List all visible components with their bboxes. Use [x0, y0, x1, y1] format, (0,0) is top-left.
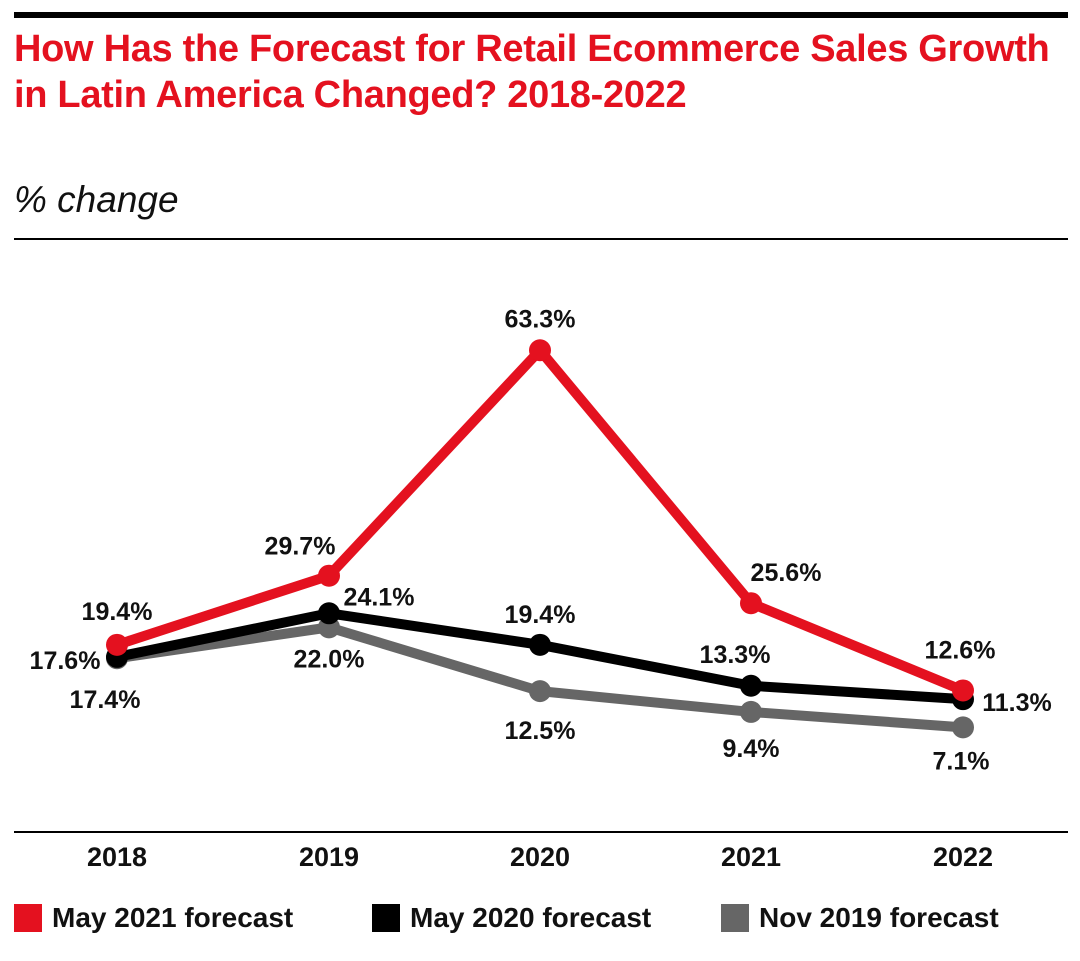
x-tick-label-2018: 2018 [87, 842, 147, 872]
data-label-may-2021-forecast-2019: 29.7% [265, 533, 336, 561]
legend-label-may-2021: May 2021 forecast [52, 902, 294, 933]
point-nov-2019-forecast-2022 [952, 716, 974, 739]
data-label-may-2021-forecast-2022: 12.6% [925, 636, 996, 664]
data-label-may-2020-forecast-2019: 24.1% [344, 583, 415, 611]
data-label-may-2021-forecast-2021: 25.6% [751, 559, 822, 587]
point-nov-2019-forecast-2021 [740, 700, 762, 723]
line-chart: 2018 2019 2020 2021 2022 17.4% 22.0% 12.5% 9.4% 7… [14, 305, 1068, 872]
point-may-2021-forecast-2019 [318, 564, 340, 587]
data-label-may-2020-forecast-2021: 13.3% [700, 641, 771, 669]
legend-item-nov-2019: Nov 2019 forecast [721, 896, 999, 940]
chart-title: How Has the Forecast for Retail Ecommerc… [14, 28, 1050, 116]
x-tick-label-2022: 2022 [933, 842, 993, 872]
legend-swatch-nov-2019 [721, 904, 749, 932]
point-may-2020-forecast-2019 [318, 602, 340, 625]
legend-item-may-2020: May 2020 forecast [372, 896, 651, 940]
legend: May 2021 forecast May 2020 forecast Nov … [14, 896, 1068, 940]
subtitle-rule [14, 238, 1068, 240]
point-may-2021-forecast-2021 [740, 592, 762, 615]
data-label-may-2021-forecast-2018: 19.4% [82, 598, 153, 626]
legend-label-nov-2019: Nov 2019 forecast [759, 902, 999, 933]
legend-label-may-2020: May 2020 forecast [410, 902, 652, 933]
data-label-nov-2019-forecast-2021: 9.4% [723, 735, 780, 763]
data-label-may-2021-forecast-2020: 63.3% [505, 305, 576, 333]
point-may-2020-forecast-2021 [740, 674, 762, 697]
point-nov-2019-forecast-2020 [529, 680, 551, 703]
data-label-nov-2019-forecast-2020: 12.5% [505, 717, 576, 745]
point-may-2021-forecast-2018 [106, 633, 128, 656]
point-may-2020-forecast-2020 [529, 633, 551, 656]
data-label-nov-2019-forecast-2019: 22.0% [294, 645, 365, 673]
data-label-may-2020-forecast-2022: 11.3% [982, 689, 1052, 717]
data-label-may-2020-forecast-2020: 19.4% [505, 601, 576, 629]
legend-item-may-2021: May 2021 forecast [14, 896, 293, 940]
legend-swatch-may-2020 [372, 904, 400, 932]
data-label-may-2020-forecast-2018: 17.6% [30, 647, 101, 675]
x-tick-label-2019: 2019 [299, 842, 359, 872]
data-label-nov-2019-forecast-2018: 17.4% [70, 686, 141, 714]
top-rule [14, 12, 1068, 18]
chart-subtitle: % change [14, 179, 179, 220]
x-tick-label-2020: 2020 [510, 842, 570, 872]
point-may-2021-forecast-2020 [529, 339, 551, 362]
x-tick-label-2021: 2021 [721, 842, 781, 872]
point-may-2021-forecast-2022 [952, 679, 974, 702]
data-label-nov-2019-forecast-2022: 7.1% [933, 747, 990, 775]
legend-swatch-may-2021 [14, 904, 42, 932]
